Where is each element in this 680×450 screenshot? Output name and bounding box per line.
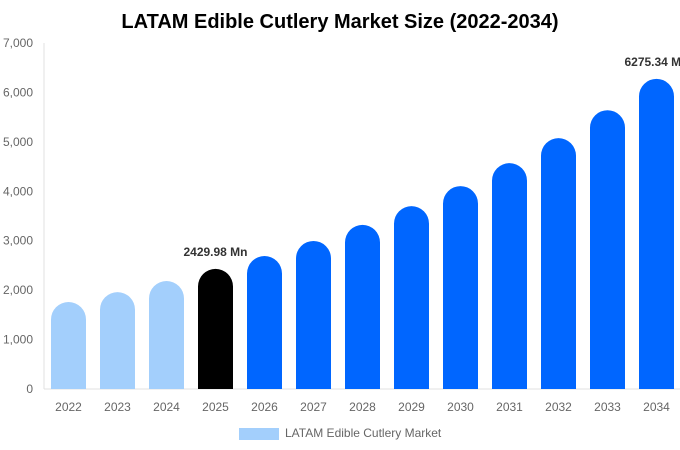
bar-2024 [149, 280, 184, 389]
x-tick-label: 2028 [349, 400, 376, 414]
x-tick-label: 2023 [104, 400, 131, 414]
y-tick-label: 6,000 [3, 85, 33, 99]
chart-title: LATAM Edible Cutlery Market Size (2022-2… [121, 11, 558, 33]
bar-2026 [247, 256, 282, 389]
x-tick-label: 2022 [55, 400, 82, 414]
y-tick-label: 4,000 [3, 184, 33, 198]
y-tick-label: 0 [26, 382, 33, 396]
bar-2032 [541, 138, 576, 389]
bar-2025 [198, 268, 233, 389]
data-label: 6275.34 Mn [624, 55, 680, 69]
bar-2029 [394, 206, 429, 389]
x-tick-label: 2029 [398, 400, 425, 414]
bar-2030 [443, 186, 478, 389]
legend-label: LATAM Edible Cutlery Market [285, 426, 442, 440]
bar-2023 [100, 292, 135, 389]
x-tick-label: 2030 [447, 400, 474, 414]
x-tick-label: 2031 [496, 400, 523, 414]
y-tick-label: 5,000 [3, 135, 33, 149]
x-tick-label: 2024 [153, 400, 180, 414]
legend-swatch [239, 428, 279, 440]
bar-2031 [492, 163, 527, 389]
bar-2033 [590, 110, 625, 390]
x-tick-label: 2034 [643, 400, 670, 414]
y-tick-label: 3,000 [3, 234, 33, 248]
y-tick-label: 1,000 [3, 333, 33, 347]
y-tick-label: 2,000 [3, 283, 33, 297]
bar-2022 [51, 302, 86, 389]
bar-2027 [296, 240, 331, 389]
x-tick-label: 2027 [300, 400, 327, 414]
bar-2028 [345, 224, 380, 389]
bar-2034 [639, 78, 674, 389]
data-label: 2429.98 Mn [183, 245, 247, 259]
x-tick-label: 2025 [202, 400, 229, 414]
x-tick-label: 2033 [594, 400, 621, 414]
x-tick-label: 2026 [251, 400, 278, 414]
y-tick-label: 7,000 [3, 36, 33, 50]
x-tick-label: 2032 [545, 400, 572, 414]
